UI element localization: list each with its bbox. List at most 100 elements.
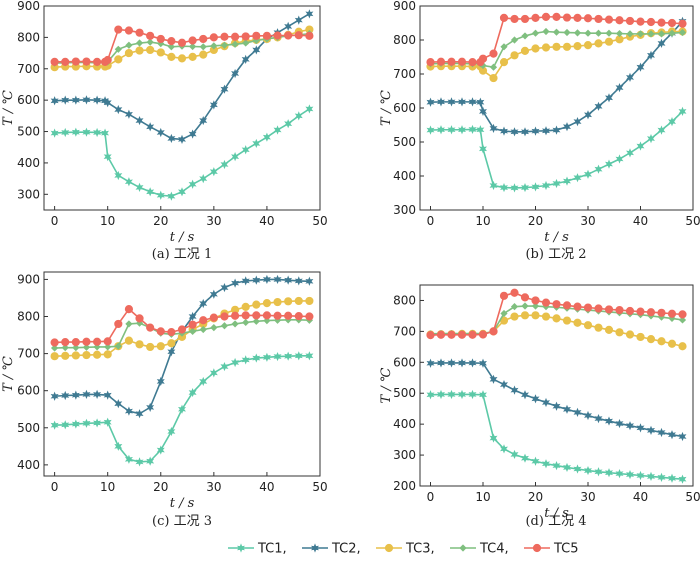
data-point-tc1 xyxy=(71,127,80,137)
data-point-tc2 xyxy=(220,84,229,94)
x-tick-label: 20 xyxy=(528,490,543,504)
data-point-tc4 xyxy=(167,43,175,51)
data-point-tc4 xyxy=(114,342,122,350)
data-point-tc2 xyxy=(584,410,592,421)
data-point-tc5 xyxy=(499,13,509,22)
data-point-tc1 xyxy=(135,457,144,467)
data-point-tc1 xyxy=(61,420,70,430)
data-point-tc3 xyxy=(199,50,208,59)
data-point-tc5 xyxy=(241,311,250,320)
data-point-tc1 xyxy=(573,173,582,183)
data-point-tc3 xyxy=(71,351,80,360)
data-point-tc2 xyxy=(563,122,571,132)
data-point-tc4 xyxy=(563,28,571,37)
data-point-tc5 xyxy=(457,57,467,66)
data-point-tc5 xyxy=(188,320,197,329)
data-point-tc1 xyxy=(437,389,445,400)
data-point-tc3 xyxy=(294,296,303,306)
data-point-tc1 xyxy=(476,125,485,135)
data-point-tc1 xyxy=(167,191,176,201)
data-point-tc1 xyxy=(93,418,102,428)
x-tick-label: 50 xyxy=(685,490,700,504)
data-point-tc5 xyxy=(604,15,614,24)
x-axis-title: t / s xyxy=(170,230,195,245)
data-point-tc3 xyxy=(92,350,102,359)
y-tick-label: 700 xyxy=(17,62,40,76)
series-tc5 xyxy=(50,304,314,347)
x-tick-label: 40 xyxy=(633,490,648,504)
data-point-tc4 xyxy=(199,43,207,51)
data-point-tc3 xyxy=(262,299,272,308)
data-point-tc5 xyxy=(636,17,645,26)
x-tick-label: 50 xyxy=(685,214,700,228)
data-point-tc2 xyxy=(209,100,218,110)
data-point-tc1 xyxy=(178,187,186,197)
data-point-tc1 xyxy=(458,389,466,400)
data-point-tc3 xyxy=(124,336,134,345)
data-point-tc5 xyxy=(468,58,477,67)
series-line-tc3 xyxy=(430,30,683,80)
legend-marker xyxy=(237,543,245,553)
data-point-tc3 xyxy=(61,351,70,360)
data-point-tc3 xyxy=(646,335,656,344)
data-point-tc5 xyxy=(520,293,530,302)
series-tc5 xyxy=(426,12,687,67)
y-tick-label: 400 xyxy=(17,156,40,170)
data-point-tc5 xyxy=(625,306,635,316)
series-tc1 xyxy=(426,106,687,193)
data-point-tc5 xyxy=(114,319,123,329)
data-point-tc1 xyxy=(220,361,229,372)
data-point-tc1 xyxy=(657,125,666,135)
data-point-tc3 xyxy=(573,318,582,327)
data-point-tc1 xyxy=(636,141,645,151)
data-point-tc5 xyxy=(510,288,519,297)
data-point-tc1 xyxy=(647,134,655,144)
data-point-tc5 xyxy=(657,308,666,317)
data-point-tc3 xyxy=(552,314,561,323)
data-point-tc3 xyxy=(284,297,293,306)
data-point-tc2 xyxy=(188,311,197,322)
data-point-tc5 xyxy=(146,323,155,332)
y-tick-label: 500 xyxy=(393,135,416,149)
data-point-tc5 xyxy=(646,17,656,27)
series-line-tc2 xyxy=(430,20,684,133)
series-tc4 xyxy=(51,316,313,352)
x-tick-label: 20 xyxy=(153,480,168,494)
y-axis-title: T / ℃ xyxy=(379,90,394,126)
data-point-tc2 xyxy=(605,93,613,103)
data-point-tc2 xyxy=(93,389,102,399)
data-point-tc2 xyxy=(437,358,445,368)
data-point-tc4 xyxy=(489,63,498,71)
y-tick-label: 600 xyxy=(393,355,416,369)
data-point-tc3 xyxy=(594,39,603,48)
data-point-tc1 xyxy=(542,459,550,469)
data-point-tc1 xyxy=(500,182,508,193)
x-tick-label: 0 xyxy=(51,480,59,494)
series-line-tc2 xyxy=(54,13,310,141)
data-point-tc3 xyxy=(636,332,645,342)
data-point-tc5 xyxy=(436,330,446,339)
data-point-tc2 xyxy=(479,106,487,116)
x-tick-label: 20 xyxy=(153,214,168,228)
data-point-tc5 xyxy=(71,338,80,347)
data-point-tc5 xyxy=(583,14,593,23)
data-point-tc5 xyxy=(177,325,187,334)
data-point-tc3 xyxy=(604,37,614,46)
legend-label: TC3, xyxy=(405,542,435,557)
data-point-tc1 xyxy=(103,417,112,427)
chart-panel-4: 0 10 20 30 40 50 200 300 400 500 600 700 800 t / s T /… xyxy=(379,284,700,529)
series-line-tc2 xyxy=(430,362,683,438)
data-point-tc5 xyxy=(252,311,261,320)
data-point-tc1 xyxy=(668,473,676,483)
data-point-tc1 xyxy=(626,148,634,158)
x-tick-label: 40 xyxy=(259,214,274,228)
data-point-tc2 xyxy=(188,129,197,139)
data-point-tc5 xyxy=(199,316,208,325)
data-point-tc5 xyxy=(478,54,488,63)
data-point-tc1 xyxy=(262,132,271,142)
data-point-tc1 xyxy=(531,456,540,466)
data-point-tc3 xyxy=(594,323,603,332)
data-point-tc5 xyxy=(273,311,282,320)
data-point-tc5 xyxy=(103,55,112,65)
x-axis-title: t / s xyxy=(170,496,195,511)
